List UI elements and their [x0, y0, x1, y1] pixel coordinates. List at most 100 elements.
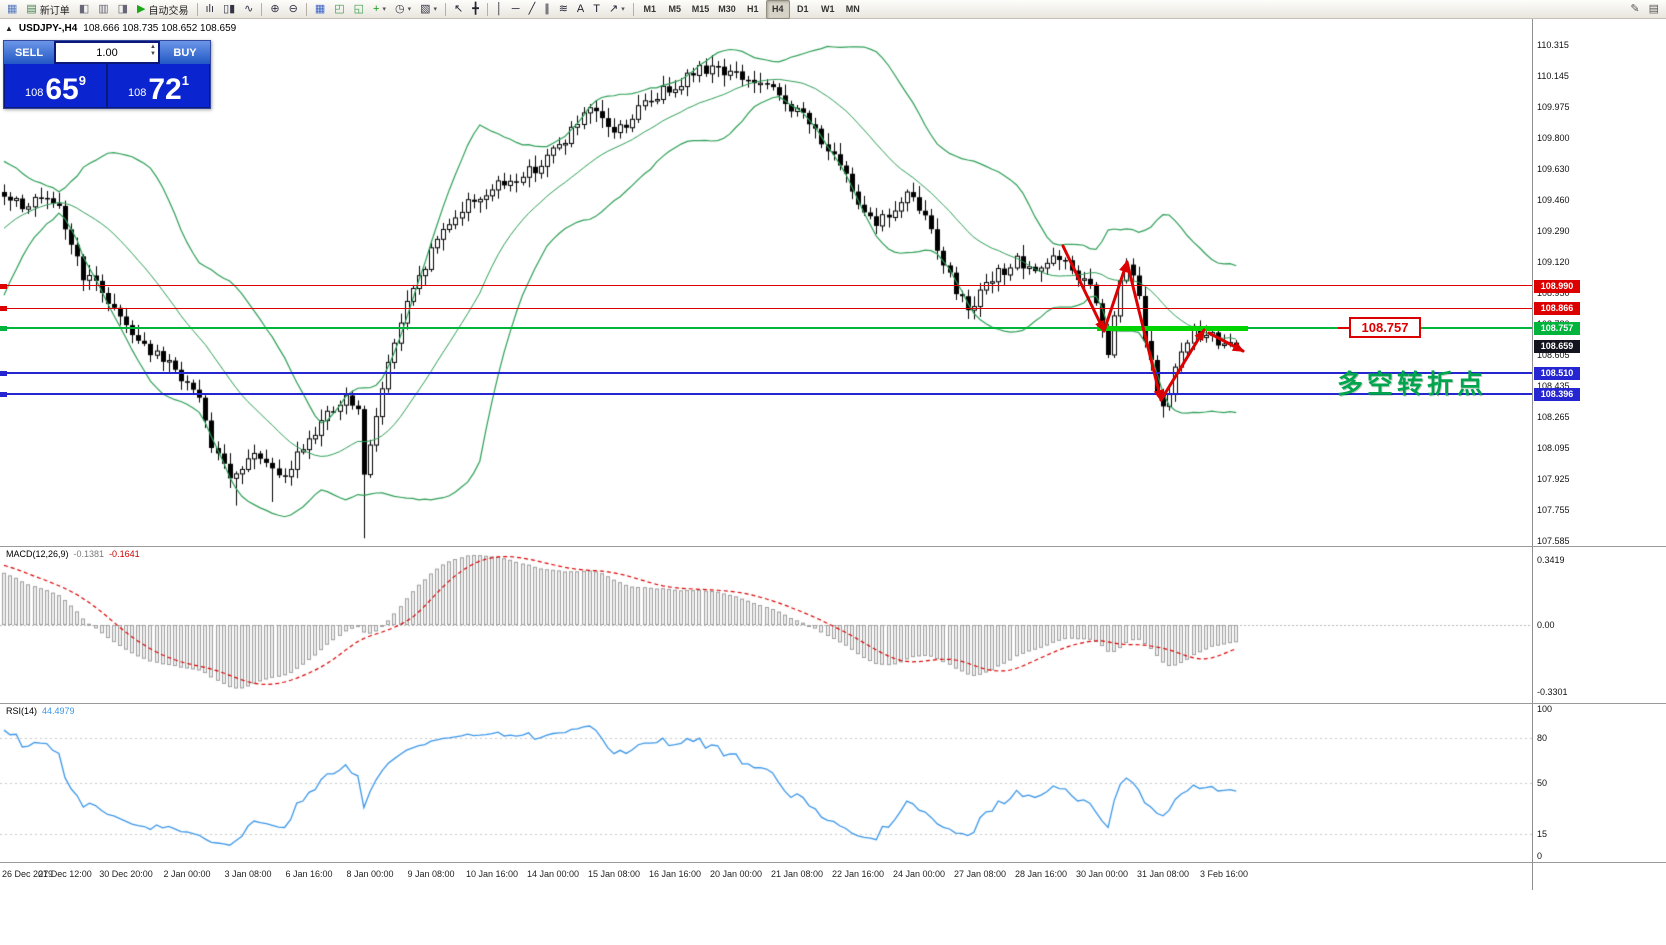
templates-button[interactable]: ▧ ▾: [416, 0, 441, 19]
panel-separator-main-macd[interactable]: [0, 546, 1666, 547]
templates-icon: ▧: [420, 2, 431, 15]
arrange-windows-button[interactable]: ◱: [350, 0, 368, 19]
tf-d1-button-label: D1: [796, 4, 809, 14]
tf-h1-button-label: H1: [746, 4, 759, 14]
macd-scale-label: 0.00: [1537, 620, 1555, 630]
rsi-scale-label: 0: [1537, 851, 1543, 861]
tf-m15-button[interactable]: M15: [688, 0, 714, 19]
macd-label: MACD(12,26,9) -0.1381 -0.1641: [6, 549, 140, 559]
chart-note-text[interactable]: 多空转折点: [1337, 369, 1488, 399]
horizontal-line[interactable]: [0, 308, 1532, 309]
zoom-in-button[interactable]: ⊕: [266, 0, 283, 19]
vertical-line-button[interactable]: │: [492, 0, 507, 19]
support-zone-segment[interactable]: [1097, 326, 1248, 331]
line-left-marker: [0, 371, 7, 376]
price-axis-separator[interactable]: [1532, 19, 1533, 890]
tf-d1-button[interactable]: D1: [791, 0, 815, 19]
tf-m30-button-label: M30: [718, 4, 736, 14]
channel-button[interactable]: ∥: [540, 0, 554, 19]
time-scale-label: 9 Jan 08:00: [407, 869, 455, 879]
time-scale-label: 3 Feb 16:00: [1199, 869, 1249, 879]
crosshair-button[interactable]: ╋: [468, 0, 483, 19]
zoom-out-button[interactable]: ⊖: [285, 0, 302, 19]
tf-m15-button-label: M15: [691, 4, 710, 14]
price-level-callout-tick: [1338, 327, 1349, 329]
price-scale-label: 108.435: [1537, 381, 1570, 391]
buy-price[interactable]: 108 72 1: [108, 64, 209, 107]
tf-mn-button[interactable]: MN: [841, 0, 865, 19]
candlestick-chart-button[interactable]: ▯▮: [219, 0, 239, 19]
fibonacci-button[interactable]: ≋: [555, 0, 572, 19]
chart-window-icon[interactable]: ◧: [75, 0, 93, 19]
panel-separator-rsi-timeaxis[interactable]: [0, 862, 1666, 863]
profiles-icon[interactable]: ▥: [94, 0, 112, 19]
tf-m5-button-label: M5: [668, 4, 681, 14]
charts-icon[interactable]: ▦: [3, 0, 21, 19]
text-button[interactable]: A: [573, 0, 588, 19]
horizontal-line[interactable]: [0, 372, 1532, 374]
autotrading-button[interactable]: ▶ 自动交易: [133, 0, 192, 19]
trendline-button[interactable]: ╱: [525, 0, 540, 19]
volume-down-icon[interactable]: ▼: [150, 51, 156, 57]
tf-mn-button-label: MN: [845, 4, 860, 14]
horizontal-line[interactable]: [0, 393, 1532, 395]
arrows-button[interactable]: ↗ ▾: [605, 0, 629, 19]
volume-up-icon[interactable]: ▲: [150, 44, 156, 50]
tile-windows-button[interactable]: ▦: [311, 0, 329, 19]
bar-chart-button[interactable]: ılı: [202, 0, 219, 19]
price-chart-canvas[interactable]: [0, 19, 1532, 864]
price-scale-label: 108.265: [1537, 412, 1570, 422]
tf-h4-button[interactable]: H4: [765, 0, 790, 19]
time-scale-label: 21 Jan 08:00: [770, 869, 824, 879]
time-scale-label: 28 Jan 16:00: [1014, 869, 1068, 879]
panel-separator-macd-rsi[interactable]: [0, 703, 1666, 704]
data-window-icon[interactable]: ◨: [114, 0, 132, 19]
symbols-list-button[interactable]: ▤: [1645, 0, 1663, 19]
macd-name: MACD(12,26,9): [6, 549, 69, 559]
chart-title: ▲ USDJPY-,H4 108.666 108.735 108.652 108…: [5, 23, 236, 34]
macd-main-value: -0.1381: [73, 549, 105, 559]
tf-h1-button[interactable]: H1: [741, 0, 765, 19]
time-scale-label: 27 Jan 08:00: [953, 869, 1007, 879]
cascade-windows-icon: ◰: [334, 2, 345, 15]
cascade-windows-button[interactable]: ◰: [330, 0, 348, 19]
tf-m1-button[interactable]: M1: [638, 0, 662, 19]
one-click-trading-panel: SELL 1.00 ▲ ▼ BUY 108 65 9 108 72 1: [3, 40, 211, 109]
data-window-icon-icon: ◨: [117, 2, 129, 15]
tf-w1-button-label: W1: [821, 4, 835, 14]
crosshair-icon: ╋: [472, 2, 479, 15]
text-label-button[interactable]: T: [589, 0, 604, 19]
new-order-button[interactable]: ▤ 新订单: [22, 0, 73, 19]
sell-price[interactable]: 108 65 9: [5, 64, 106, 107]
indicators-icon: +: [373, 2, 380, 15]
rsi-scale-label: 100: [1537, 704, 1553, 714]
horizontal-line[interactable]: [0, 327, 1532, 329]
volume-input[interactable]: 1.00 ▲ ▼: [56, 43, 158, 62]
rsi-scale-label: 15: [1537, 828, 1548, 839]
periods-button[interactable]: ◷ ▾: [391, 0, 415, 19]
sell-button[interactable]: SELL: [4, 41, 54, 64]
new-order-button-label: 新订单: [39, 5, 70, 17]
draw-icon-button[interactable]: ✎: [1626, 0, 1643, 19]
text-icon: A: [576, 2, 585, 15]
rsi-scale-label: 80: [1537, 733, 1548, 744]
indicators-button[interactable]: + ▾: [369, 0, 390, 19]
price-scale-label: 109.800: [1537, 133, 1570, 143]
tf-w1-button[interactable]: W1: [816, 0, 840, 19]
price-level-callout[interactable]: 108.757: [1349, 317, 1421, 338]
toolbar-separator: [486, 2, 488, 16]
toolbar-separator: [196, 2, 198, 16]
tf-m30-button[interactable]: M30: [714, 0, 740, 19]
horizontal-line-button[interactable]: ─: [508, 0, 524, 19]
collapse-panel-icon[interactable]: ▲: [5, 24, 13, 33]
time-scale-label: 27 Dec 12:00: [38, 869, 92, 879]
cursor-button[interactable]: ↖: [450, 0, 467, 19]
buy-button[interactable]: BUY: [160, 41, 210, 64]
tf-m5-button[interactable]: M5: [663, 0, 687, 19]
volume-value: 1.00: [96, 46, 118, 59]
price-scale-label: 109.460: [1537, 195, 1570, 205]
horizontal-line[interactable]: [0, 285, 1532, 286]
time-scale-label: 24 Jan 00:00: [892, 869, 946, 879]
line-chart-button[interactable]: ∿: [240, 0, 257, 19]
sell-price-prefix: 108: [25, 87, 44, 99]
